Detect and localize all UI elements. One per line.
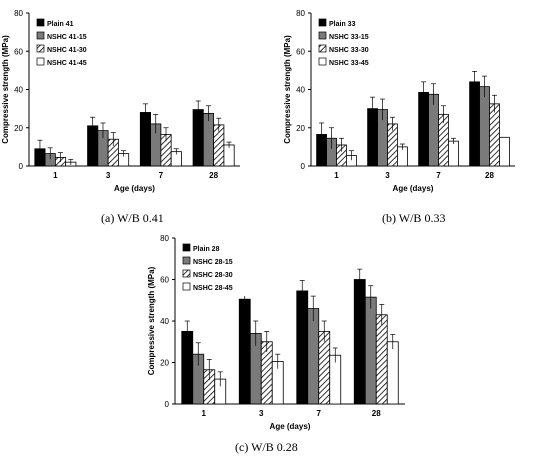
- legend-swatch: [36, 44, 45, 53]
- x-tick-label: 7: [317, 409, 322, 418]
- chart-a: 0 20 40 60 80 Compressive strength (MPa) 1 3 7 28…: [1, 9, 240, 193]
- legend-swatch: [318, 18, 327, 27]
- y-tick-label: 80: [296, 9, 305, 18]
- x-tick-label: 28: [209, 171, 218, 180]
- chart-panel-a: 0 20 40 60 80 Compressive strength (MPa) 1 3 7 28…: [0, 0, 275, 230]
- legend-entry: NSHC 28-15: [193, 259, 233, 266]
- legend-entry: NSHC 28-30: [193, 272, 233, 279]
- legend-entry: Plain 33: [329, 21, 356, 28]
- x-tick-label: 1: [53, 171, 58, 180]
- chart-b: 0 20 40 60 80 Compressive strength (MPa) 1 3 7 28…: [283, 9, 515, 193]
- legend-box: [35, 16, 99, 71]
- y-axis-label: Compressive strength (MPa): [283, 35, 292, 144]
- legend-swatch: [182, 269, 191, 278]
- x-axis-label: Age (days): [270, 422, 311, 431]
- bar: [181, 330, 194, 405]
- x-tick-label: 3: [106, 171, 111, 180]
- x-tick-label: 28: [485, 171, 494, 180]
- legend-box: [317, 16, 381, 71]
- chart-c: 0 20 40 60 80 Compressive strength (MPa) 1 3 7 28…: [147, 234, 405, 431]
- y-tick-label: 40: [14, 86, 23, 95]
- x-axis-label: Age (days): [393, 184, 434, 193]
- bar: [448, 140, 459, 167]
- y-axis-label: Compressive strength (MPa): [147, 266, 156, 375]
- y-tick-label: 20: [160, 359, 169, 368]
- y-tick-label: 60: [160, 276, 169, 285]
- legend-swatch: [182, 256, 191, 265]
- y-tick-label: 60: [296, 47, 305, 56]
- y-tick-label: 80: [160, 234, 169, 243]
- legend-swatch: [36, 31, 45, 40]
- bar: [223, 144, 235, 167]
- bar: [499, 136, 510, 167]
- x-tick-label: 3: [385, 171, 390, 180]
- bar: [489, 103, 500, 167]
- legend-entry: NSHC 41-45: [47, 60, 87, 67]
- legend-swatch: [182, 243, 191, 252]
- legend-swatch: [182, 282, 191, 291]
- legend-entry: NSHC 28-45: [193, 285, 233, 292]
- bar: [479, 86, 490, 167]
- legend-box: [181, 241, 251, 296]
- bar: [428, 93, 439, 167]
- chart-panel-c: 0 20 40 60 80 Compressive strength (MPa) 1 3 7 28…: [137, 230, 413, 460]
- caption-a: (a) W/B 0.41: [101, 211, 164, 225]
- legend-swatch: [318, 31, 327, 40]
- legend-swatch: [318, 57, 327, 66]
- bar: [353, 279, 366, 405]
- y-tick-label: 0: [165, 400, 170, 409]
- x-tick-label: 7: [159, 171, 164, 180]
- x-tick-label: 7: [436, 171, 441, 180]
- y-tick-label: 40: [296, 86, 305, 95]
- legend-entry: NSHC 33-45: [329, 60, 369, 67]
- caption-c: (c) W/B 0.28: [235, 440, 298, 454]
- legend-swatch: [318, 44, 327, 53]
- bar: [386, 341, 399, 405]
- y-axis-label: Compressive strength (MPa): [1, 35, 10, 144]
- y-tick-label: 20: [296, 124, 305, 133]
- bar: [318, 330, 331, 405]
- legend-entry: Plain 41: [47, 21, 74, 28]
- bar: [307, 308, 320, 405]
- legend-entry: NSHC 33-15: [329, 34, 369, 41]
- x-tick-label: 28: [372, 409, 381, 418]
- chart-panel-b: 0 20 40 60 80 Compressive strength (MPa) 1 3 7 28…: [275, 0, 550, 230]
- x-tick-label: 3: [259, 409, 264, 418]
- y-tick-label: 20: [14, 124, 23, 133]
- bar: [364, 296, 377, 405]
- bar: [469, 81, 480, 167]
- y-tick-label: 40: [160, 317, 169, 326]
- bar: [375, 314, 388, 405]
- legend-entry: Plain 28: [193, 246, 220, 253]
- y-tick-label: 0: [301, 162, 306, 171]
- legend-entry: NSHC 41-30: [47, 47, 87, 54]
- x-tick-label: 1: [202, 409, 207, 418]
- bar: [238, 298, 251, 405]
- bar: [418, 91, 429, 167]
- x-tick-label: 1: [334, 171, 339, 180]
- bar: [202, 113, 215, 167]
- y-tick-label: 80: [14, 9, 23, 18]
- legend-entry: NSHC 33-30: [329, 47, 369, 54]
- bar: [329, 354, 342, 405]
- legend-swatch: [36, 57, 45, 66]
- y-tick-label: 60: [14, 47, 23, 56]
- x-axis-label: Age (days): [114, 184, 155, 193]
- caption-b: (b) W/B 0.33: [382, 211, 446, 225]
- legend-entry: NSHC 41-15: [47, 34, 87, 41]
- bar: [296, 290, 309, 405]
- y-tick-label: 0: [19, 162, 24, 171]
- legend-swatch: [36, 18, 45, 27]
